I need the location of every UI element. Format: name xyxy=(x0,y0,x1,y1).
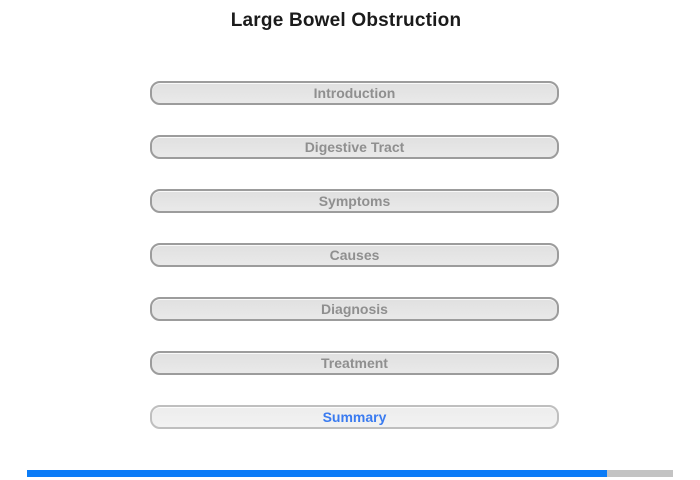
section-menu: Introduction Digestive Tract Symptoms Ca… xyxy=(150,81,559,459)
menu-button-symptoms[interactable]: Symptoms xyxy=(150,189,559,213)
menu-button-diagnosis[interactable]: Diagnosis xyxy=(150,297,559,321)
menu-button-digestive-tract[interactable]: Digestive Tract xyxy=(150,135,559,159)
menu-button-causes[interactable]: Causes xyxy=(150,243,559,267)
menu-button-summary[interactable]: Summary xyxy=(150,405,559,429)
page-title: Large Bowel Obstruction xyxy=(230,10,462,31)
progress-bar-track xyxy=(27,470,673,477)
progress-bar-fill xyxy=(27,470,608,477)
menu-button-treatment[interactable]: Treatment xyxy=(150,351,559,375)
menu-button-introduction[interactable]: Introduction xyxy=(150,81,559,105)
